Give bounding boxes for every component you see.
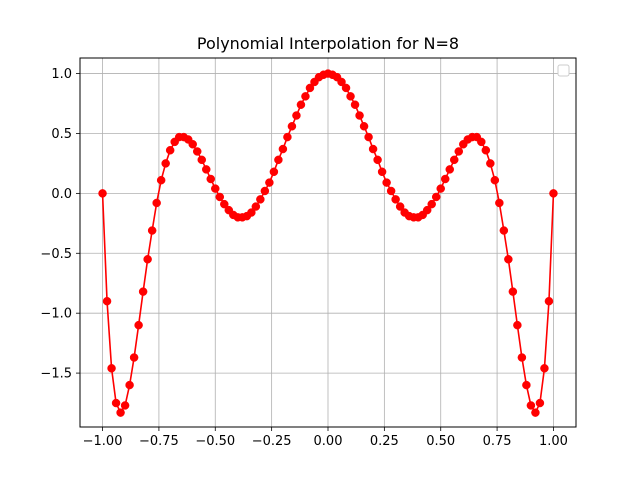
data-point: [206, 174, 216, 184]
data-point: [292, 111, 301, 120]
data-point: [526, 401, 536, 410]
data-point: [499, 226, 509, 235]
data-point: [283, 132, 292, 142]
data-point: [337, 77, 346, 87]
data-point: [120, 401, 130, 410]
data-point: [265, 178, 274, 187]
data-point: [346, 92, 355, 101]
axis-ticks: −1.00 −0.75 −0.50 −0.25 0.00 0.25 0.50 0.75 1.00…: [40, 67, 568, 449]
x-tick-label: 0.00: [314, 434, 343, 449]
data-series: [98, 69, 558, 417]
data-point: [454, 147, 464, 156]
data-point: [368, 144, 378, 154]
chart-title: Polynomial Interpolation for N=8: [197, 34, 459, 53]
data-point: [395, 202, 405, 211]
data-point: [143, 255, 152, 264]
data-point: [215, 192, 225, 202]
data-point: [125, 380, 134, 390]
data-point: [152, 198, 161, 208]
data-point: [486, 159, 495, 168]
data-point: [373, 155, 382, 165]
x-tick-label: 1.00: [539, 434, 568, 449]
data-point: [544, 296, 554, 306]
x-tick-label: −0.75: [139, 434, 179, 449]
data-point: [350, 100, 360, 109]
data-point: [260, 186, 270, 196]
data-point: [477, 137, 486, 147]
data-point: [278, 144, 288, 154]
data-point: [436, 184, 445, 193]
data-point: [364, 132, 373, 142]
data-point: [256, 195, 265, 204]
data-point: [161, 159, 170, 168]
data-point: [431, 192, 441, 202]
data-point: [359, 122, 369, 131]
data-point: [427, 199, 436, 209]
data-point: [192, 147, 202, 156]
data-point: [134, 320, 143, 330]
data-point: [382, 178, 391, 187]
data-point: [111, 398, 121, 408]
data-point: [540, 364, 549, 373]
data-point: [377, 167, 387, 177]
y-tick-label: 0.5: [51, 127, 72, 142]
data-point: [445, 165, 454, 174]
data-point: [517, 353, 527, 362]
data-point: [98, 189, 107, 198]
data-point: [391, 195, 400, 204]
data-point: [549, 189, 558, 198]
data-point: [386, 186, 396, 196]
data-point: [355, 111, 364, 120]
data-point: [341, 83, 351, 93]
data-point: [440, 174, 450, 184]
data-point: [296, 100, 306, 109]
data-point: [197, 155, 206, 165]
data-point: [508, 287, 518, 296]
data-point: [211, 184, 220, 193]
data-point: [422, 205, 432, 215]
data-point: [490, 175, 500, 185]
y-tick-label: −1.5: [40, 367, 72, 382]
data-point: [504, 255, 513, 264]
data-point: [156, 175, 166, 185]
data-point: [274, 155, 283, 165]
data-point: [107, 364, 116, 373]
x-tick-label: −0.25: [252, 434, 292, 449]
data-point: [531, 408, 540, 417]
data-point: [513, 320, 522, 330]
grid-lines: [80, 58, 576, 427]
data-point: [138, 287, 148, 296]
empty-legend-box: [557, 64, 570, 77]
x-tick-label: 0.75: [483, 434, 512, 449]
data-point: [287, 122, 297, 131]
data-point: [535, 398, 545, 408]
data-point: [129, 353, 139, 362]
data-point: [220, 199, 229, 209]
y-tick-label: 1.0: [51, 67, 72, 82]
data-point: [305, 83, 315, 93]
data-point: [247, 208, 256, 217]
data-point: [188, 140, 197, 149]
data-point: [301, 92, 310, 101]
y-tick-label: 0.0: [51, 187, 72, 202]
data-point: [269, 167, 279, 177]
y-tick-label: −0.5: [40, 247, 72, 262]
y-tick-label: −1.0: [40, 307, 72, 322]
data-point: [450, 155, 459, 165]
x-tick-label: −1.00: [83, 434, 123, 449]
data-point: [102, 296, 112, 306]
data-point: [202, 165, 211, 174]
data-point: [251, 202, 261, 211]
data-point: [165, 146, 175, 155]
x-tick-label: 0.25: [370, 434, 399, 449]
data-point: [481, 146, 491, 155]
data-point: [495, 198, 504, 208]
x-tick-label: −0.50: [195, 434, 235, 449]
data-point: [522, 380, 531, 390]
x-tick-label: 0.50: [426, 434, 455, 449]
data-point: [147, 226, 157, 235]
data-point: [116, 408, 125, 417]
